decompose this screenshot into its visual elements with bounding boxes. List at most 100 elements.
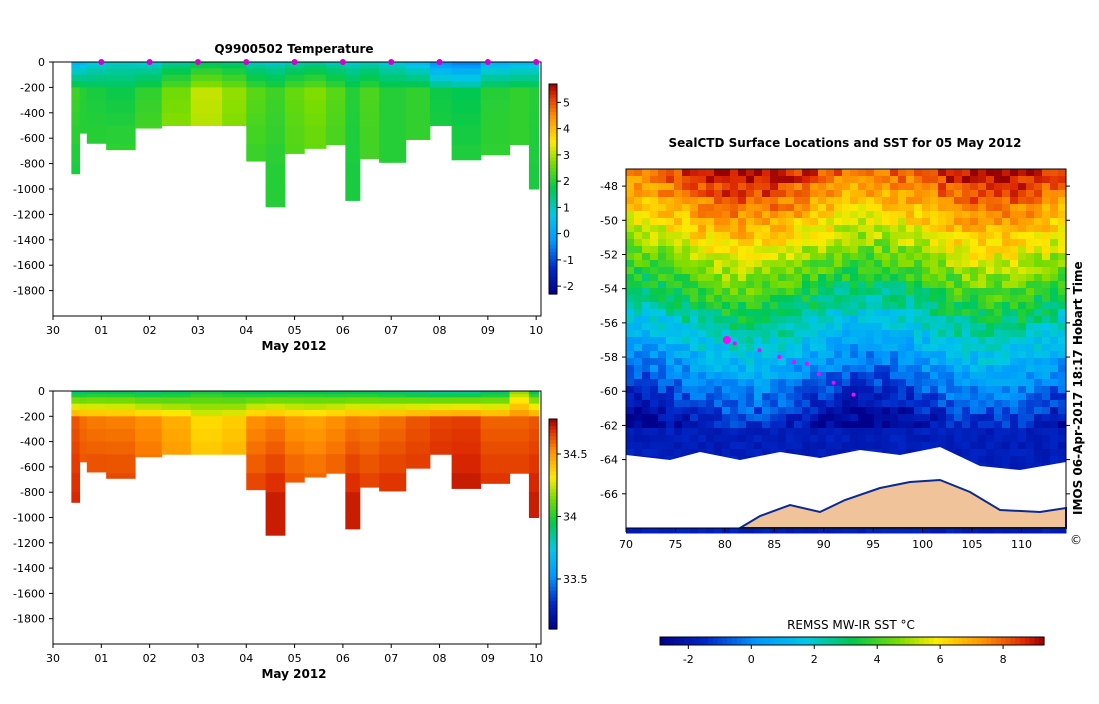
x-tick-label: 07 [384, 324, 398, 337]
colorbar-swatch [549, 206, 557, 211]
sst-cell [762, 204, 771, 212]
profile-cell [451, 100, 482, 114]
sst-cell [1034, 365, 1043, 373]
sst-cell [930, 225, 939, 233]
sst-cell [762, 232, 771, 240]
sst-cell [1010, 463, 1019, 471]
sst-cell [746, 169, 755, 177]
sst-cell [714, 246, 723, 254]
sst-cell [930, 435, 939, 443]
sst-cell [706, 442, 715, 450]
sst-cell [674, 428, 683, 436]
profile-cell [106, 428, 136, 443]
sst-cell [818, 435, 827, 443]
sst-cell [682, 330, 691, 338]
sst-cell [922, 421, 931, 429]
sst-cell [858, 169, 867, 177]
sst-cell [794, 400, 803, 408]
profile-cell [284, 403, 305, 411]
sst-cell [962, 176, 971, 184]
profile-marker [243, 59, 250, 65]
sst-cell [786, 169, 795, 177]
y-tick-label: -600 [20, 461, 45, 474]
sst-cell [794, 316, 803, 324]
sst-cell [658, 358, 667, 366]
sst-colorbar-swatch [904, 637, 911, 645]
sst-cell [802, 232, 811, 240]
sst-cell [770, 260, 779, 268]
sst-cell [674, 386, 683, 394]
sst-cell [834, 295, 843, 303]
sst-cell [1042, 379, 1051, 387]
profile-cell [79, 454, 88, 463]
sst-cell [1058, 288, 1067, 296]
sst-cell [778, 344, 787, 352]
sst-cell [930, 274, 939, 282]
sst-cell [1026, 218, 1035, 226]
sst-cell [978, 302, 987, 310]
sst-cell [674, 365, 683, 373]
profile-cell [480, 441, 511, 455]
sst-cell [746, 183, 755, 191]
sst-colorbar-swatch [789, 637, 795, 645]
sst-cell [1010, 428, 1019, 436]
sst-cell [834, 400, 843, 408]
profile-cell [451, 403, 482, 411]
sst-cell [866, 344, 875, 352]
sst-cell [834, 316, 843, 324]
sst-cell [954, 211, 963, 219]
sst-cell [626, 197, 635, 205]
sst-cell [1058, 183, 1067, 191]
sst-cell [626, 414, 635, 422]
sst-cell [626, 351, 635, 359]
sst-cell [634, 407, 643, 415]
sst-cell [986, 183, 995, 191]
sst-cell [946, 428, 955, 436]
sst-cell [634, 260, 643, 268]
sst-cell [954, 372, 963, 380]
profile-cell [345, 87, 361, 101]
sst-cell [906, 414, 915, 422]
sst-cell [994, 435, 1003, 443]
sst-cell [1010, 232, 1019, 240]
sst-cell [882, 526, 891, 534]
profile-cell [528, 125, 540, 146]
sst-cell [714, 211, 723, 219]
profile-cell [222, 68, 247, 76]
sst-cell [914, 323, 923, 331]
sst-cell [714, 442, 723, 450]
profile-cell [528, 454, 540, 474]
sst-cell [978, 176, 987, 184]
sst-cell [746, 358, 755, 366]
sst-cell [922, 183, 931, 191]
sst-cell [794, 309, 803, 317]
profile-cell [480, 81, 511, 88]
sst-cell [634, 295, 643, 303]
sst-cell [1058, 323, 1067, 331]
sst-cell [834, 386, 843, 394]
sst-cell [1018, 190, 1027, 198]
sst-cell [786, 274, 795, 282]
sst-cell [994, 414, 1003, 422]
salinity-profiles [71, 391, 540, 536]
sst-cell [778, 239, 787, 247]
sst-cell [674, 204, 683, 212]
profile-cell [190, 403, 223, 411]
sst-cell [946, 344, 955, 352]
sst-cell [1042, 197, 1051, 205]
colorbar-swatch [549, 147, 557, 152]
sst-cell [698, 337, 707, 345]
sst-cell [978, 204, 987, 212]
profile-marker [98, 59, 105, 65]
sst-cell [930, 330, 939, 338]
sst-cell [746, 281, 755, 289]
sst-cell [954, 169, 963, 177]
sst-cell [970, 211, 979, 219]
sst-cell [1010, 239, 1019, 247]
sst-cell [658, 449, 667, 457]
sst-cell [642, 218, 651, 226]
sst-cell [1018, 330, 1027, 338]
x-tick-label: 03 [191, 652, 205, 665]
sst-cell [946, 232, 955, 240]
sst-cell [922, 323, 931, 331]
